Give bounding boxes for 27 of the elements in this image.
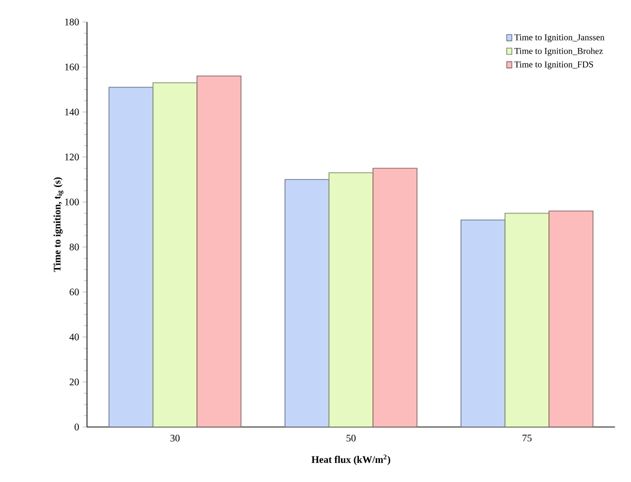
y-tick-label: 60 (70, 288, 79, 296)
legend-label: Time to Ignition_Janssen (514, 34, 604, 42)
legend-label: Time to Ignition_FDS (514, 61, 594, 70)
bar (504, 212, 550, 427)
y-tick-label: 120 (65, 154, 79, 160)
bar (108, 86, 154, 427)
x-tick-label: 75 (522, 434, 532, 442)
y-tick-label: 180 (65, 18, 79, 26)
bar (460, 220, 506, 427)
bar (372, 168, 418, 427)
bar (284, 179, 330, 427)
x-tick-label: 50 (346, 434, 356, 442)
y-tick-label: 80 (70, 244, 79, 250)
y-tick-label: 20 (70, 378, 79, 386)
bar (548, 210, 594, 427)
y-tick-label: 40 (69, 334, 79, 340)
x-axis-title: Heat flux (kW/m$^{2}$) (312, 454, 390, 465)
y-axis-title: Time to ignition, t$_{ig}$ (s) (53, 177, 64, 272)
legend-label: Time to Ignition_Brohez (514, 48, 603, 56)
y-tick-label: 160 (65, 64, 79, 70)
bar (328, 172, 374, 427)
y-tick-label: 100 (65, 198, 79, 206)
bar (196, 76, 242, 427)
y-tick-label: 140 (65, 108, 79, 116)
x-tick-label: 30 (170, 434, 180, 442)
y-tick-label: 0 (74, 424, 79, 430)
bar (152, 82, 198, 427)
